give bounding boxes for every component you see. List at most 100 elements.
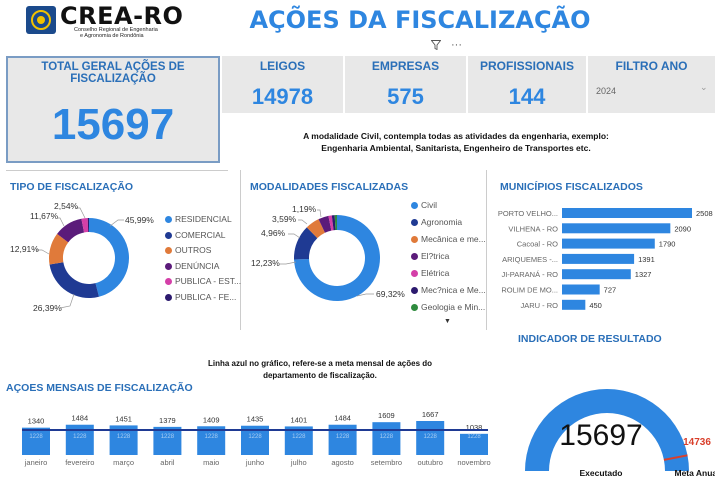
modalidades-value-label: 3,59% [272,214,297,224]
divider [240,170,241,330]
modalidades-legend-item[interactable]: Mec?nica e Me... [411,285,486,295]
slice-leader-line [317,209,322,218]
monthly-bar[interactable] [284,426,313,455]
municipio-value-label: 450 [589,301,602,310]
municipio-bar[interactable] [562,223,671,234]
crea-logo-icon [26,6,56,34]
monthly-bar[interactable] [460,433,488,455]
tipo-legend-item[interactable]: PUBLICA - FE... [165,292,236,302]
month-label: janeiro [24,458,48,467]
legend-label: OUTROS [175,245,212,255]
municipio-bar[interactable] [562,269,631,280]
kpi-leigos-value: 14978 [251,84,314,109]
meta-value-label: 1228 [117,434,131,440]
tipo-donut-chart[interactable]: 45,99% 26,39% 12,91% 11,67%2,54% [0,196,240,326]
modalidades-slice[interactable] [334,215,337,231]
monthly-bar[interactable] [153,426,182,455]
municipio-value-label: 1327 [635,270,652,279]
kpi-profissionais-value: 144 [508,84,546,109]
monthly-bar[interactable] [372,422,401,455]
modalidades-slice[interactable] [294,215,380,301]
civil-note-line1: A modalidade Civil, contempla todas as a… [303,131,609,141]
more-options-icon[interactable]: ··· [451,39,462,51]
tipo-legend-item[interactable]: COMERCIAL [165,230,226,240]
monthly-value-label: 1340 [28,417,45,426]
result-gauge-chart[interactable]: 15697 14736 Executado Meta Anual [500,348,715,488]
monthly-bar-chart[interactable]: 1340 janeiro 1228 1484 fevereiro 1228 1451 març… [0,398,500,488]
modalidades-legend-item[interactable]: Geologia e Min... [411,302,485,312]
municipio-bar[interactable] [562,284,600,295]
tipo-legend-item[interactable]: OUTROS [165,245,211,255]
tipo-legend-item[interactable]: RESIDENCIAL [165,214,232,224]
divider [6,170,228,171]
municipio-label: PORTO VELHO... [498,209,558,218]
legend-label: DENÚNCIA [175,260,220,271]
modalidades-value-label: 12,23% [251,258,280,268]
municipios-chart-title: MUNICÍPIOS FISCALIZADOS [500,181,643,193]
page-title: AÇÕES DA FISCALIZAÇÃO [249,6,591,34]
legend-label: El?trica [421,251,450,261]
monthly-value-label: 1484 [334,414,351,423]
meta-value-label: 1228 [73,434,87,440]
modalidades-donut-chart[interactable]: 69,32% 12,23% 4,96% 3,59%1,19% [240,196,410,326]
modalidades-legend-item[interactable]: Civil [411,200,437,210]
legend-label: Civil [421,200,438,210]
monthly-bar[interactable] [22,427,50,455]
modalidades-legend-item[interactable]: Elétrica [411,268,449,278]
tipo-slice[interactable] [57,218,85,243]
month-label: julho [290,458,307,467]
tipo-value-label: 45,99% [125,215,154,225]
modalidades-slice[interactable] [306,219,325,239]
slice-leader-line [59,293,75,309]
month-label: novembro [457,458,490,467]
legend-marker [411,270,418,277]
tipo-slice[interactable] [87,218,89,233]
modalidades-slice[interactable] [328,215,334,231]
legend-label: Mec?nica e Me... [421,285,486,295]
meta-value-label: 1228 [161,434,175,440]
modalidades-slice[interactable] [318,215,332,233]
chevron-down-icon[interactable]: ⌄ [700,82,708,92]
meta-value-label: 1228 [205,434,219,440]
legend-scroll-down-icon[interactable]: ▼ [444,318,451,325]
year-filter-label: FILTRO ANO [615,59,688,73]
year-filter-value: 2024 [596,86,617,96]
logo-text: CREA-RO [60,2,184,30]
meta-value-label: 1228 [336,434,350,440]
year-filter-dropdown[interactable]: FILTRO ANO [588,56,715,113]
monthly-bar[interactable] [197,426,226,455]
tipo-slice[interactable] [89,218,130,297]
tipo-slice[interactable] [49,233,69,265]
gauge-fill[interactable] [525,389,689,471]
monthly-bar[interactable] [416,421,445,455]
kpi-total-label: TOTAL GERAL AÇÕES DE FISCALIZAÇÃO [41,61,185,85]
tipo-value-label: 11,67% [30,211,59,221]
legend-marker [411,253,418,260]
monthly-value-label: 1667 [422,410,439,419]
legend-marker [165,216,172,223]
modalidades-slice[interactable] [294,227,318,260]
legend-label: Elétrica [421,268,450,278]
modalidades-legend-item[interactable]: El?trica [411,251,449,261]
modalidades-chart-title: MODALIDADES FISCALIZADAS [250,181,409,193]
tipo-slice[interactable] [81,218,89,233]
legend-label: PUBLICA - FE... [175,291,237,302]
tipo-slice[interactable] [49,262,99,298]
slice-leader-line [280,261,297,265]
municipio-bar[interactable] [562,238,655,249]
monthly-value-label: 1435 [247,415,264,424]
tipo-value-label: 26,39% [33,303,62,313]
municipios-bar-chart[interactable]: PORTO VELHO... 2508 VILHENA - RO 2090 Cacoal… [486,200,715,320]
modalidades-legend-item[interactable]: Mecânica e me... [411,234,486,244]
municipio-bar[interactable] [562,253,635,264]
modalidades-legend-item[interactable]: Agronomia [411,217,462,227]
tipo-legend-item[interactable]: PUBLICA - EST... [165,276,241,286]
legend-label: Agronomia [421,217,463,227]
tipo-legend-item[interactable]: DENÚNCIA [165,261,219,271]
month-label: outubro [417,458,442,467]
municipio-bar[interactable] [562,299,586,310]
filter-icon[interactable] [431,40,441,50]
modalidades-slice[interactable] [331,215,336,231]
legend-label: PUBLICA - EST... [175,276,242,286]
municipio-bar[interactable] [562,208,692,218]
